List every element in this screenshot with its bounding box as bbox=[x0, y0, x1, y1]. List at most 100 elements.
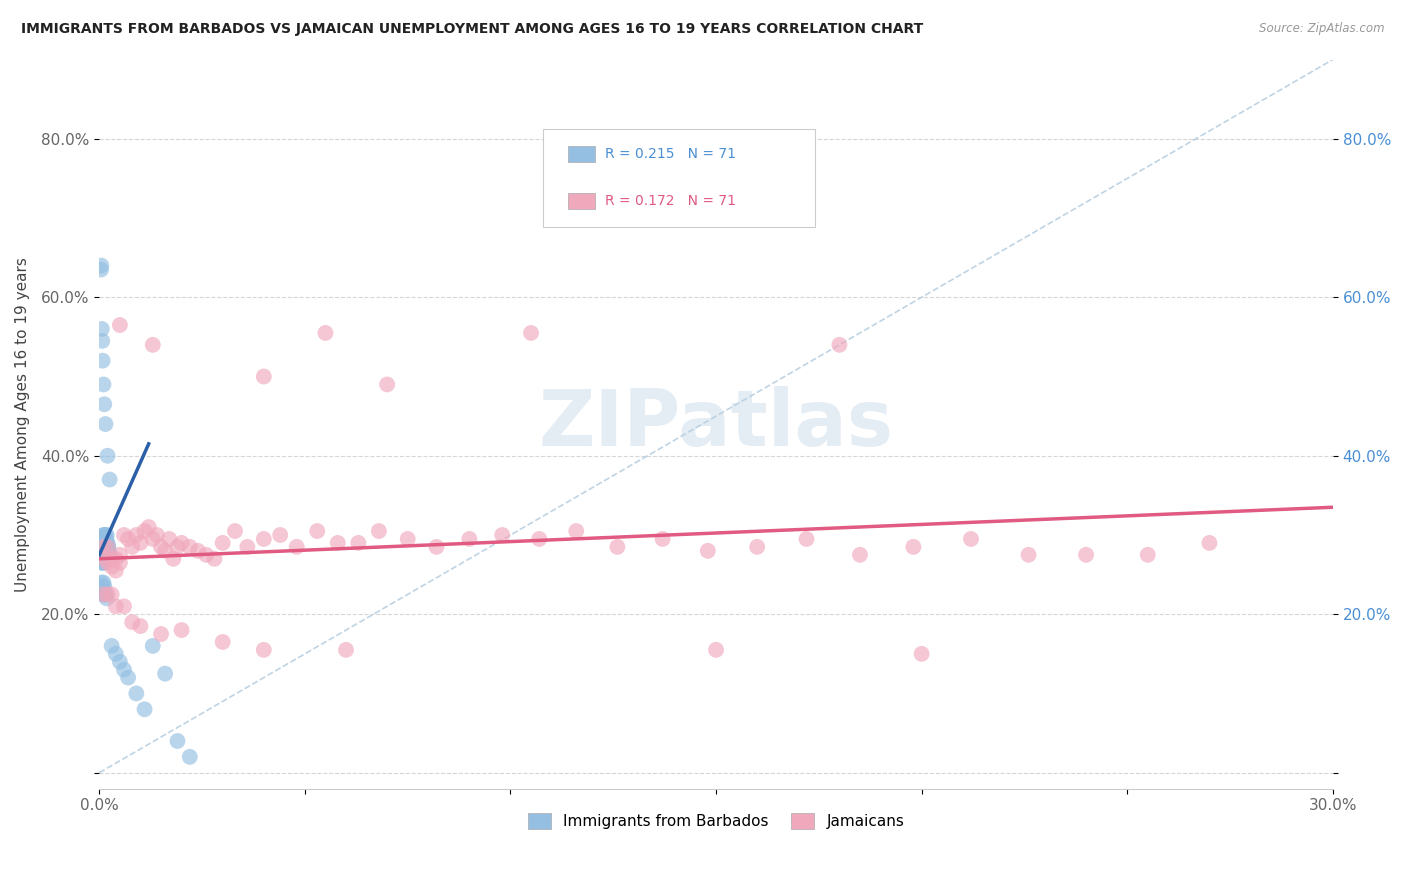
Point bbox=[491, 528, 513, 542]
Point bbox=[117, 671, 139, 685]
Point bbox=[125, 528, 148, 542]
Point bbox=[93, 583, 115, 598]
Point bbox=[314, 326, 336, 340]
Point bbox=[96, 540, 118, 554]
Point bbox=[100, 639, 122, 653]
Point bbox=[150, 627, 173, 641]
Point bbox=[90, 322, 112, 336]
Point bbox=[94, 417, 117, 431]
Point bbox=[91, 556, 114, 570]
Point bbox=[91, 587, 114, 601]
Point bbox=[90, 259, 112, 273]
Point bbox=[91, 334, 114, 348]
FancyBboxPatch shape bbox=[568, 193, 595, 209]
Point bbox=[91, 544, 114, 558]
Point bbox=[94, 587, 117, 601]
Point bbox=[224, 524, 246, 538]
Point bbox=[236, 540, 259, 554]
Point bbox=[93, 532, 115, 546]
Point bbox=[94, 532, 117, 546]
Point bbox=[121, 615, 143, 629]
Point bbox=[142, 338, 165, 352]
Point bbox=[100, 587, 122, 601]
Point bbox=[335, 643, 357, 657]
Point bbox=[93, 540, 115, 554]
Point bbox=[142, 639, 165, 653]
Point bbox=[347, 536, 370, 550]
Point bbox=[96, 449, 118, 463]
Point bbox=[142, 532, 165, 546]
Point bbox=[828, 338, 851, 352]
Point bbox=[93, 536, 115, 550]
Point bbox=[179, 749, 201, 764]
Point bbox=[170, 623, 193, 637]
Legend: Immigrants from Barbados, Jamaicans: Immigrants from Barbados, Jamaicans bbox=[522, 807, 911, 836]
Point bbox=[108, 655, 131, 669]
Point bbox=[520, 326, 543, 340]
Point bbox=[910, 647, 932, 661]
Point bbox=[96, 556, 118, 570]
Point bbox=[651, 532, 673, 546]
Point bbox=[1136, 548, 1159, 562]
Point bbox=[97, 540, 120, 554]
Point bbox=[100, 559, 122, 574]
Point bbox=[849, 548, 872, 562]
Point bbox=[93, 575, 115, 590]
Point bbox=[104, 647, 127, 661]
Point bbox=[93, 556, 115, 570]
Point bbox=[90, 556, 112, 570]
Point bbox=[93, 587, 115, 601]
Point bbox=[166, 734, 188, 748]
Point bbox=[91, 536, 114, 550]
Point bbox=[396, 532, 419, 546]
Point bbox=[134, 702, 156, 716]
Point bbox=[94, 540, 117, 554]
Point bbox=[96, 544, 118, 558]
Text: Source: ZipAtlas.com: Source: ZipAtlas.com bbox=[1260, 22, 1385, 36]
Point bbox=[93, 544, 115, 558]
Point bbox=[91, 548, 114, 562]
Point bbox=[91, 540, 114, 554]
Text: IMMIGRANTS FROM BARBADOS VS JAMAICAN UNEMPLOYMENT AMONG AGES 16 TO 19 YEARS CORR: IMMIGRANTS FROM BARBADOS VS JAMAICAN UNE… bbox=[21, 22, 924, 37]
Point bbox=[696, 544, 718, 558]
Point bbox=[134, 524, 156, 538]
Point bbox=[96, 540, 118, 554]
Text: R = 0.172   N = 71: R = 0.172 N = 71 bbox=[605, 194, 737, 208]
Point bbox=[97, 544, 120, 558]
Point bbox=[104, 564, 127, 578]
Point bbox=[108, 548, 131, 562]
Text: ZIPatlas: ZIPatlas bbox=[538, 386, 894, 462]
Point bbox=[146, 528, 169, 542]
Point bbox=[112, 528, 135, 542]
Point bbox=[425, 540, 447, 554]
Point bbox=[93, 377, 115, 392]
Point bbox=[93, 397, 115, 411]
Point bbox=[96, 536, 118, 550]
Point bbox=[606, 540, 628, 554]
Point bbox=[98, 473, 121, 487]
Point bbox=[90, 544, 112, 558]
Point bbox=[187, 544, 209, 558]
Point bbox=[162, 551, 184, 566]
Point bbox=[97, 540, 120, 554]
Point bbox=[93, 528, 115, 542]
Point bbox=[104, 599, 127, 614]
Point bbox=[125, 686, 148, 700]
Point bbox=[93, 528, 115, 542]
Point bbox=[253, 643, 276, 657]
Point bbox=[285, 540, 308, 554]
Point bbox=[529, 532, 551, 546]
Text: R = 0.215   N = 71: R = 0.215 N = 71 bbox=[605, 146, 737, 161]
Point bbox=[100, 551, 122, 566]
Point bbox=[90, 548, 112, 562]
Point bbox=[153, 666, 176, 681]
FancyBboxPatch shape bbox=[568, 145, 595, 161]
Point bbox=[903, 540, 925, 554]
Point bbox=[170, 536, 193, 550]
Point bbox=[91, 551, 114, 566]
Point bbox=[121, 540, 143, 554]
Point bbox=[704, 643, 727, 657]
Point bbox=[104, 551, 127, 566]
Point bbox=[1018, 548, 1040, 562]
Point bbox=[94, 540, 117, 554]
